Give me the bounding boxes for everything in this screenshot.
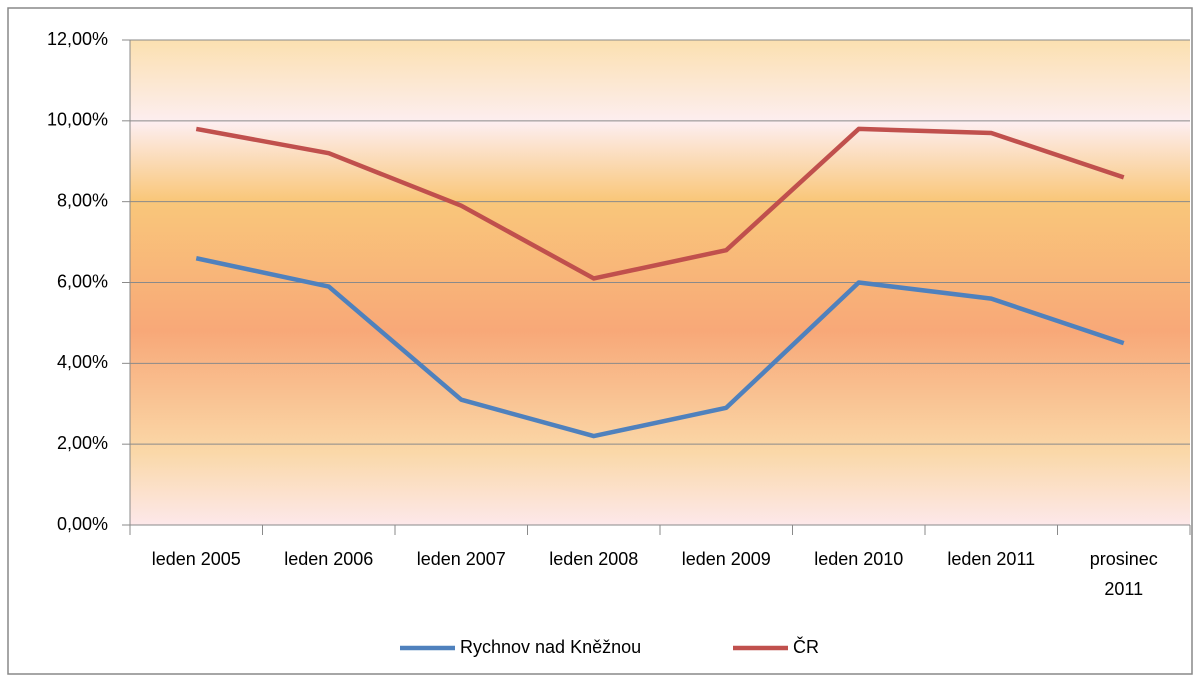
y-tick-label: 6,00% xyxy=(57,271,108,291)
x-tick-label: leden 2007 xyxy=(416,549,506,569)
x-tick-label: leden 2009 xyxy=(681,549,771,569)
x-tick-label: leden 2005 xyxy=(151,549,241,569)
series-line xyxy=(195,256,1125,439)
x-tick-label: leden 2011 xyxy=(947,549,1036,569)
y-tick-label: 10,00% xyxy=(47,110,108,130)
x-tick-label: prosinec 2011 xyxy=(1089,549,1158,599)
y-tick-label: 8,00% xyxy=(57,190,108,210)
y-tick-label: 2,00% xyxy=(57,433,108,453)
x-tick-label: leden 2010 xyxy=(814,549,904,569)
x-tick-label: leden 2006 xyxy=(284,549,374,569)
legend-label: ČR xyxy=(793,636,819,657)
legend-label: Rychnov nad Kněžnou xyxy=(460,637,641,657)
x-tick-label: leden 2008 xyxy=(549,549,639,569)
series-line xyxy=(195,126,1125,281)
y-tick-label: 0,00% xyxy=(57,514,108,534)
y-tick-label: 12,00% xyxy=(47,29,108,49)
y-tick-label: 4,00% xyxy=(57,352,108,372)
